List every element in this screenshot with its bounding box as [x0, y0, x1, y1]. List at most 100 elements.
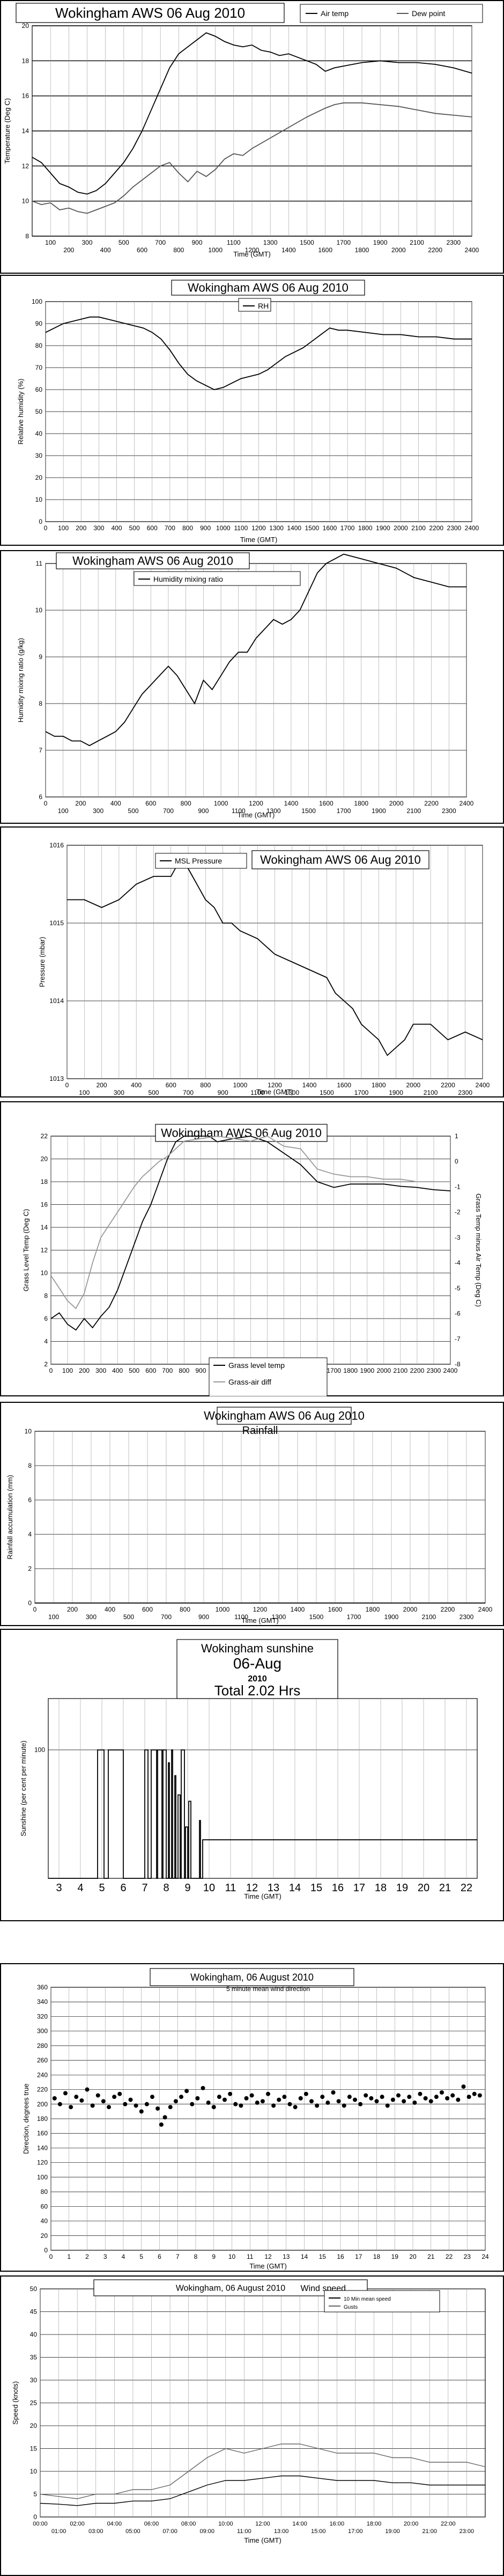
y-tick-label: 12 — [41, 1247, 48, 1254]
data-point — [123, 2102, 128, 2106]
data-point — [466, 2095, 471, 2099]
x-tick-label: 700 — [165, 524, 175, 532]
x-tick-label: 1600 — [318, 246, 332, 254]
y-axis-title: Rainfall accumulation (mm) — [6, 1475, 14, 1560]
x-tick-label: 4 — [77, 1882, 83, 1894]
data-point — [179, 2095, 183, 2099]
data-point — [477, 2093, 482, 2098]
legend-label: Humidity mixing ratio — [153, 575, 223, 583]
data-point — [159, 2122, 164, 2127]
chart-title-box — [251, 850, 429, 869]
y-tick-label: 20 — [35, 474, 43, 481]
x-tick-label: 2200 — [441, 1606, 455, 1613]
legend-label: Grass level temp — [228, 1361, 285, 1370]
data-point — [374, 2099, 379, 2104]
x-tick-label: 200 — [79, 1367, 90, 1374]
y-axis-title: Sunshine (per cent per minute) — [19, 1740, 27, 1836]
x-tick-label: 1700 — [347, 1613, 361, 1621]
x-axis-title: Time (GMT) — [249, 2262, 287, 2270]
x-tick-label: 2300 — [442, 807, 456, 815]
data-point — [428, 2099, 433, 2104]
x-tick-label: 400 — [100, 246, 111, 254]
data-point — [233, 2102, 238, 2106]
legend-label: Grass-air diff — [228, 1378, 271, 1386]
x-tick-label: 200 — [67, 1606, 78, 1613]
x-axis-title: Time (GMT) — [256, 1088, 294, 1096]
y-tick-label: 100 — [37, 2174, 48, 2181]
chart-subtitle: 5 minute mean wind direction — [226, 1985, 310, 1993]
y2-tick-label: -1 — [455, 1183, 461, 1190]
x-tick-label: 2200 — [441, 1081, 455, 1089]
data-point — [190, 2102, 195, 2106]
x-tick-label: 11 — [247, 2253, 254, 2260]
x-tick-label: 1500 — [300, 239, 314, 246]
chart-panel-6: 0 2 4 6 8 10 0 100 200 300 400 500 600 700 800 900 1000 1… — [0, 1402, 504, 1626]
data-point — [168, 2105, 173, 2110]
data-point — [134, 2103, 138, 2108]
data-point — [402, 2099, 406, 2104]
x-tick-label: 200 — [76, 524, 86, 532]
x-tick-label: 2000 — [389, 800, 404, 807]
x-tick-label: 22 — [446, 2253, 453, 2260]
x-tick-label: 1500 — [309, 1613, 324, 1621]
chart-title: Wokingham AWS 06 Aug 2010 — [260, 853, 421, 867]
y2-tick-label: -3 — [455, 1234, 461, 1241]
legend-box — [238, 298, 271, 312]
x-tick-label: 700 — [161, 1613, 172, 1621]
chart-svg: 0204060801001201401601802002202402602803… — [0, 1963, 504, 2272]
data-point — [412, 2101, 417, 2105]
x-tick-label: 2200 — [410, 1367, 425, 1374]
data-point — [57, 2102, 62, 2106]
x-tick-label: 17 — [355, 2253, 362, 2260]
x-tick-label: 2400 — [459, 800, 474, 807]
y-tick-label: 8 — [44, 1292, 48, 1300]
x-tick-label: 500 — [129, 1367, 139, 1374]
y-axis-title: Direction, degrees true — [22, 2083, 30, 2154]
x-tick-label: 13 — [268, 1882, 279, 1894]
x-tick-label: 800 — [181, 800, 191, 807]
chart-title-box — [217, 1407, 352, 1425]
y-tick-label: 4 — [44, 1338, 48, 1345]
y-tick-label: 0 — [39, 518, 42, 525]
x-tick-label: 500 — [148, 1089, 159, 1096]
chart-subtitle: 06-Aug — [233, 1655, 281, 1672]
x-tick-label: 16:00 — [330, 2521, 345, 2527]
data-point — [277, 2097, 281, 2102]
x-tick-label: 800 — [182, 524, 193, 532]
data-point — [320, 2095, 325, 2099]
x-tick-label: 1200 — [251, 524, 266, 532]
x-tick-label: 2300 — [459, 1613, 474, 1621]
x-tick-label: 2100 — [422, 1613, 436, 1621]
data-point — [336, 2099, 341, 2104]
x-tick-label: 20 — [418, 1882, 429, 1894]
data-point — [217, 2095, 221, 2099]
x-tick-label: 200 — [63, 246, 74, 254]
data-point — [260, 2099, 265, 2104]
x-tick-label: 500 — [129, 524, 140, 532]
y-tick-label: 14 — [22, 127, 29, 135]
chart-title: Wokingham AWS 06 Aug 2010 — [55, 5, 245, 21]
data-point — [347, 2095, 352, 2099]
data-point — [266, 2091, 270, 2096]
chart-total: Total 2.02 Hrs — [214, 1682, 300, 1699]
x-tick-label: 1400 — [287, 524, 301, 532]
x-tick-label: 300 — [114, 1089, 124, 1096]
y-tick-label: 6 — [39, 793, 42, 801]
x-tick-label: 1400 — [281, 246, 296, 254]
x-tick-label: 100 — [58, 807, 69, 815]
x-tick-label: 400 — [105, 1606, 115, 1613]
x-tick-label: 09:00 — [199, 2528, 214, 2535]
y-tick-label: 10 — [22, 197, 29, 205]
legend-label: MSL Pressure — [175, 857, 222, 865]
y-axis-title: Relative humidity (%) — [17, 379, 25, 445]
x-tick-label: 19 — [391, 2253, 399, 2260]
data-point — [239, 2103, 243, 2108]
chart-title: Wokingham sunshine — [201, 1642, 314, 1655]
x-tick-label: 08:00 — [181, 2521, 196, 2527]
y-tick-label: 8 — [25, 232, 29, 240]
y-tick-label: 100 — [32, 298, 42, 305]
x-tick-label: 1400 — [291, 1606, 305, 1613]
x-tick-label: 19:00 — [385, 2528, 400, 2535]
series-line-1 — [45, 553, 466, 747]
chart-svg: 1013 1014 1015 1016 0 100 200 300 400 500 600 700 80… — [0, 826, 504, 1097]
